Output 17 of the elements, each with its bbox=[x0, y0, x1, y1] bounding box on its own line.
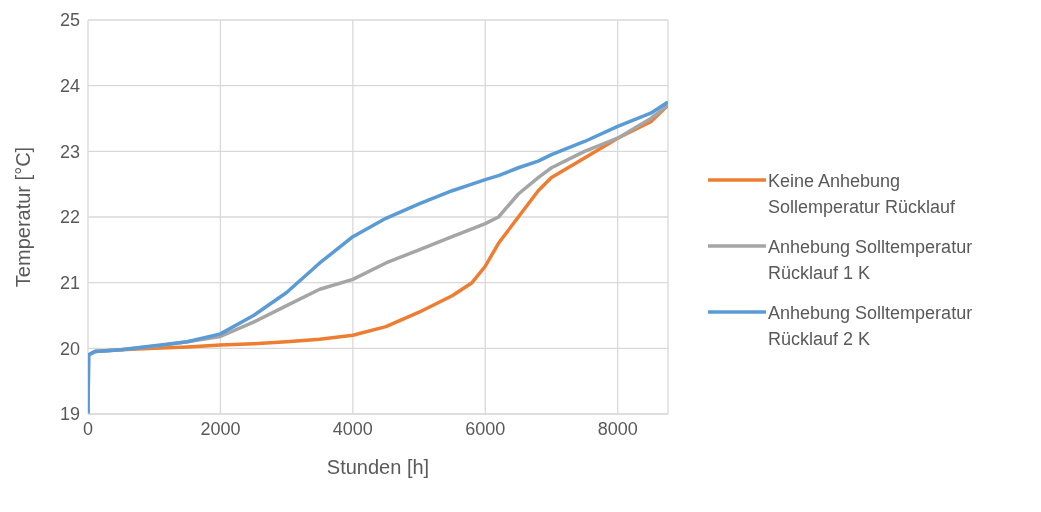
x-axis-title: Stunden [h] bbox=[326, 456, 430, 478]
x-tick-label: 4000 bbox=[332, 418, 373, 439]
x-tick-label: 2000 bbox=[200, 418, 241, 439]
y-tick-label: 24 bbox=[59, 76, 80, 97]
x-tick-label: 0 bbox=[82, 418, 94, 439]
y-tick-label: 23 bbox=[59, 141, 80, 162]
y-tick-label: 25 bbox=[59, 10, 80, 31]
legend-label: Keine Anhebung Sollemperatur Rücklauf bbox=[768, 170, 957, 219]
x-tick-label: 8000 bbox=[597, 418, 638, 439]
y-tick-label: 21 bbox=[59, 273, 80, 294]
legend-label: Anhebung Solltemperatur Rücklauf 1 K bbox=[768, 236, 974, 285]
y-tick-label: 20 bbox=[59, 338, 80, 359]
x-tick-label: 6000 bbox=[465, 418, 506, 439]
y-axis-title: Temperatur [°C] bbox=[12, 146, 35, 288]
y-tick-label: 19 bbox=[59, 404, 80, 425]
y-tick-label: 22 bbox=[59, 207, 80, 228]
legend-label: Anhebung Solltemperatur Rücklauf 2 K bbox=[768, 302, 974, 351]
